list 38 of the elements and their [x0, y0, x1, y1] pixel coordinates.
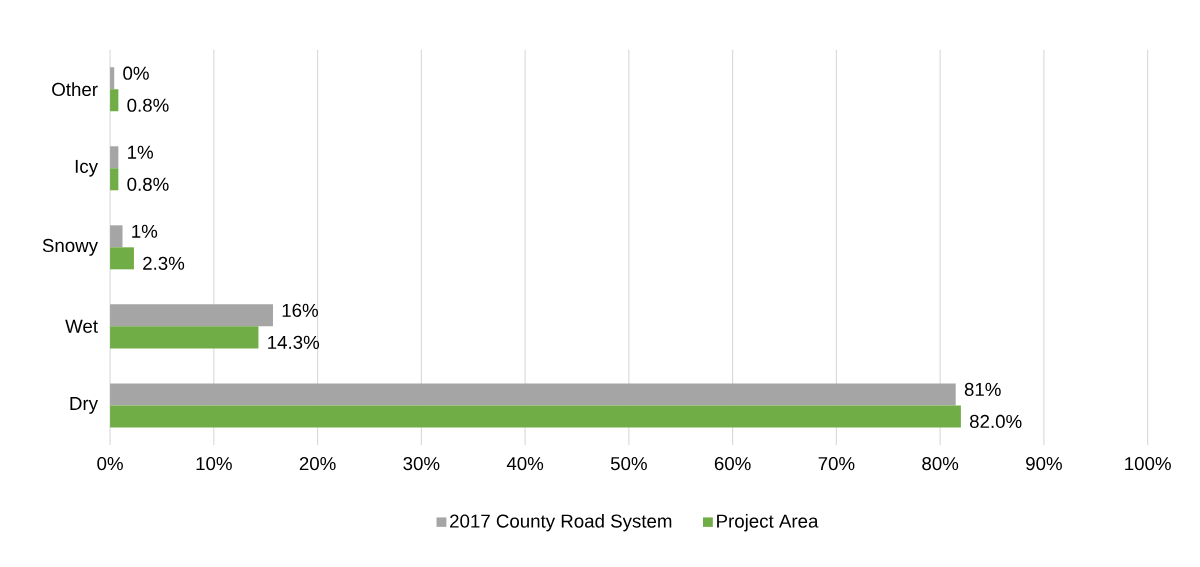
x-tick-label: 10%: [196, 456, 232, 471]
data-label: 1%: [132, 224, 158, 238]
y-tick-label: Snowy: [42, 238, 98, 256]
data-label: 2.3%: [143, 256, 185, 270]
x-tick-label: 70%: [818, 456, 855, 471]
legend-label: 2017 County Road System: [450, 513, 672, 532]
bar: [110, 383, 956, 406]
x-tick-label: 40%: [506, 456, 544, 471]
y-tick-label: Dry: [70, 397, 98, 414]
data-label: 81%: [964, 382, 1001, 397]
y-tick-label: Wet: [65, 319, 98, 333]
bar: [110, 405, 961, 428]
x-tick-label: 80%: [922, 456, 959, 471]
y-tick-label: Other: [52, 82, 98, 97]
y-tick-label: Icy: [75, 159, 98, 177]
bar: [110, 168, 119, 191]
data-label: 1%: [128, 145, 153, 159]
x-tick-label: 90%: [1026, 456, 1062, 471]
x-tick-label: 50%: [610, 456, 647, 471]
x-tick-label: 30%: [403, 456, 440, 471]
x-tick-label: 0%: [97, 456, 123, 471]
data-label: 14.3%: [268, 335, 320, 349]
x-tick-label: 100%: [1125, 456, 1171, 471]
data-label: 16%: [282, 303, 318, 317]
data-label: 0.8%: [127, 98, 169, 112]
bar: [110, 326, 259, 349]
x-tick-label: 20%: [299, 456, 336, 471]
legend-label: Project Area: [717, 513, 819, 532]
bar: [110, 304, 273, 327]
data-label: 0.8%: [127, 177, 169, 191]
bar: [110, 67, 115, 90]
data-label: 0%: [123, 66, 149, 80]
bar: [110, 247, 134, 270]
bar: [110, 146, 119, 169]
bar: [110, 89, 119, 112]
data-label: 82.0%: [969, 414, 1022, 429]
x-tick-label: 60%: [714, 456, 751, 471]
bar: [110, 225, 123, 248]
